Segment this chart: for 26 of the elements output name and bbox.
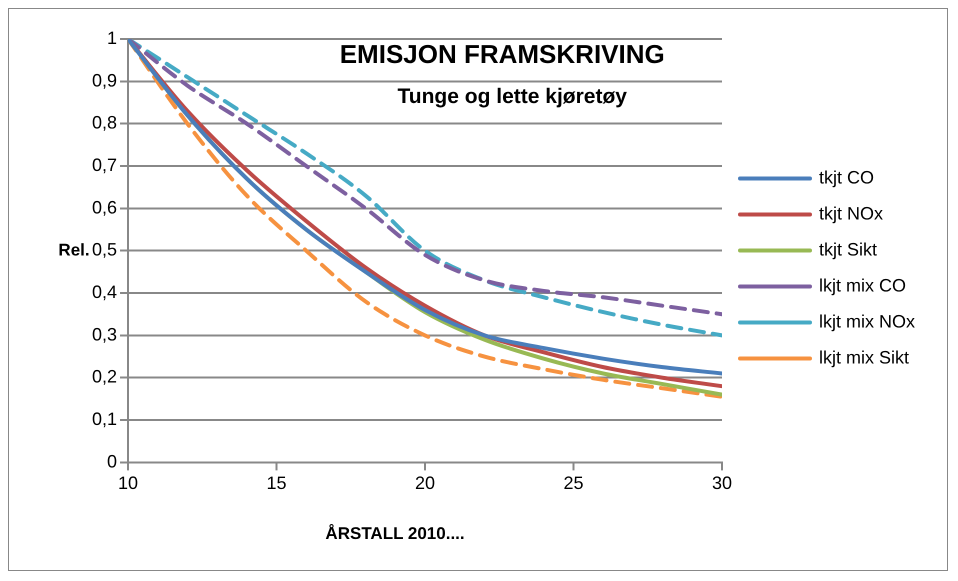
y-axis-title: Rel. xyxy=(58,240,90,260)
y-tick-label: 0,4 xyxy=(92,282,118,302)
x-tick-label: 20 xyxy=(415,473,436,494)
y-tick-label: 0,7 xyxy=(92,154,118,175)
chart-title: EMISJON FRAMSKRIVING xyxy=(340,39,665,70)
legend-label: tkjt Sikt xyxy=(819,239,878,260)
y-tick-label: 0,8 xyxy=(92,112,118,133)
x-tick-label: 15 xyxy=(266,473,287,494)
x-tick-label: 10 xyxy=(118,473,138,494)
x-axis-title: ÅRSTALL 2010.... xyxy=(325,524,465,544)
y-tick-label: 0,1 xyxy=(92,409,118,430)
y-tick-label: 0,6 xyxy=(92,197,118,218)
y-tick-label: 0,3 xyxy=(92,324,118,344)
text: Tunge og lette kjøretøy xyxy=(398,84,628,108)
y-tick-label: 1 xyxy=(107,28,118,48)
legend-label: lkjt mix NOx xyxy=(819,311,916,332)
legend-label: tkjt NOx xyxy=(819,203,884,224)
legend-label: lkjt mix CO xyxy=(819,275,906,296)
y-tick-label: 0 xyxy=(107,451,118,472)
y-tick-label: 0,2 xyxy=(92,366,118,387)
x-tick-label: 25 xyxy=(563,473,584,494)
x-tick-label: 30 xyxy=(712,473,732,494)
y-tick-label: 0,5 xyxy=(92,240,118,260)
legend-label: tkjt CO xyxy=(819,167,874,188)
legend-label: lkjt mix Sikt xyxy=(819,347,910,368)
y-tick-label: 0,9 xyxy=(92,70,118,90)
